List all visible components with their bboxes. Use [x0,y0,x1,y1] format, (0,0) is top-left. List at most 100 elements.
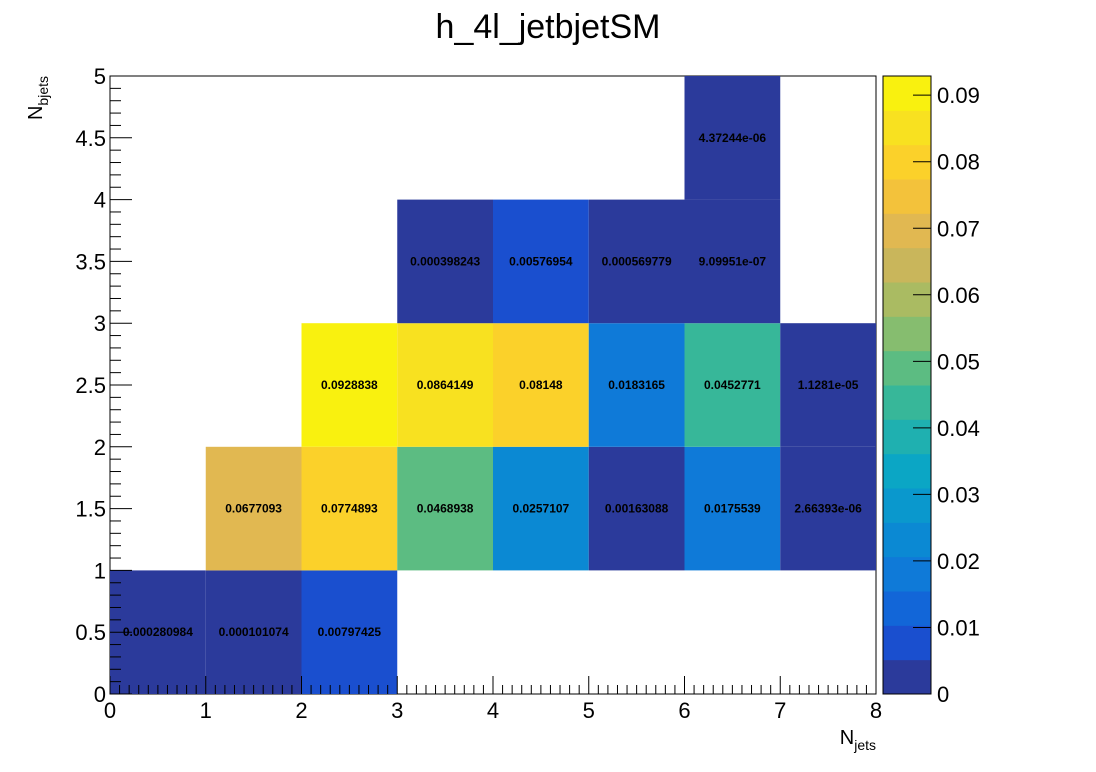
colorbar-tick-label: 0 [937,682,949,707]
colorbar: 0 0.01 0.02 0.03 0.04 0.05 0.06 0.07 0.08 0.09 [882,75,980,707]
colorbar-tick-label: 0.03 [937,482,980,507]
x-axis-label: Njets [840,727,876,753]
x-tick-label: 3 [391,698,403,723]
y-axis-label-sub: bjets [35,76,51,106]
cell-value-label: 9.09951e-07 [699,254,767,268]
cell-value-label: 0.00163088 [605,502,669,516]
colorbar-band [883,591,931,626]
y-tick-label: 4.5 [75,126,106,151]
y-axis-label-main: N [25,106,47,120]
heatmap-cell [493,199,589,324]
heatmap-cells [110,76,876,694]
y-tick-label: 5 [94,64,106,89]
colorbar-band [883,179,931,214]
colorbar-band [883,247,931,283]
heatmap-cell [301,570,398,694]
y-tick-label: 1.5 [75,497,106,522]
colorbar-band [883,522,931,558]
colorbar-tick-label: 0.09 [937,83,980,108]
colorbar-tick-label: 0.06 [937,283,980,308]
x-tick-label: 2 [295,698,307,723]
heatmap-cell [588,323,685,447]
cell-value-label: 0.000398243 [410,254,480,268]
heatmap-cell [684,76,781,200]
cell-value-label: 0.0175539 [704,502,761,516]
colorbar-tick-label: 0.07 [937,216,980,241]
heatmap-cell [684,323,781,447]
colorbar-tick-label: 0.04 [937,416,980,441]
cell-value-label: 0.0257107 [513,502,570,516]
colorbar-band [883,556,931,592]
cell-value-label: 0.0864149 [417,378,474,392]
heatmap-cell [301,323,398,447]
x-tick-label: 7 [774,698,786,723]
heatmap-cell [397,323,493,447]
cell-value-label: 0.08148 [519,378,563,392]
heatmap-cell [301,446,398,571]
cell-value-label: 0.0928838 [321,378,378,392]
y-tick-label: 4 [94,188,106,213]
chart-title: h_4l_jetbjetSM [436,8,661,46]
heatmap-cell [397,446,493,571]
cell-value-label: 0.000101074 [219,625,289,639]
x-tick-label: 8 [870,698,882,723]
colorbar-band [883,282,931,317]
cell-value-label: 0.0774893 [321,502,378,516]
heatmap-cell [684,446,781,571]
heatmap-cell-labels: 0.000280984 0.000101074 0.00797425 0.067709… [123,131,862,639]
y-tick-label: 1 [94,558,106,583]
cell-value-label: 4.37244e-06 [699,131,767,145]
y-tick-label: 2.5 [75,373,106,398]
cell-value-label: 0.0677093 [225,502,282,516]
heatmap-cell [588,199,685,324]
axes: 0 1 2 3 4 5 6 7 8 0 0.5 1 1.5 2 2.5 3 3.5 4 4.5 5 [75,64,882,723]
colorbar-tick-label: 0.08 [937,150,980,175]
cell-value-label: 0.0468938 [417,502,474,516]
cell-value-label: 0.0452771 [704,378,761,392]
y-tick-label: 3.5 [75,249,106,274]
colorbar-tick-label: 0.05 [937,349,980,374]
colorbar-tick-label: 0.02 [937,549,980,574]
x-axis-label-main: N [840,727,854,749]
colorbar-band [883,488,931,523]
x-tick-label: 1 [200,698,212,723]
colorbar-band [883,659,931,695]
colorbar-band [883,76,931,111]
x-tick-label: 5 [583,698,595,723]
x-tick-label: 4 [487,698,499,723]
cell-value-label: 2.66393e-06 [794,502,862,516]
colorbar-band [883,213,931,249]
cell-value-label: 0.00576954 [509,254,573,268]
heatmap-cell [588,446,685,571]
x-tick-label: 6 [678,698,690,723]
y-axis-label: Nbjets [25,76,51,120]
colorbar-band [883,316,931,352]
heatmap-cell [780,446,876,571]
colorbar-band [883,625,931,661]
colorbar-band [883,419,931,455]
cell-value-label: 0.000569779 [602,254,672,268]
x-tick-label: 0 [104,698,116,723]
colorbar-band [883,453,931,489]
heatmap-cell [493,446,589,571]
heatmap-cell [205,446,302,571]
x-axis-label-sub: jets [853,737,876,753]
y-tick-label: 2 [94,435,106,460]
colorbar-frame [882,75,932,695]
cell-value-label: 0.00797425 [318,625,382,639]
y-tick-label: 0.5 [75,620,106,645]
colorbar-tick-label: 0.01 [937,615,980,640]
colorbar-band [883,110,931,146]
heatmap-cell [205,570,302,694]
y-tick-label: 3 [94,311,106,336]
heatmap-cell [397,199,493,324]
cell-value-label: 0.0183165 [608,378,665,392]
heatmap-cell [493,323,589,447]
y-tick-label: 0 [94,682,106,707]
cell-value-label: 1.1281e-05 [798,378,859,392]
colorbar-band [883,350,931,386]
cell-value-label: 0.000280984 [123,625,193,639]
heatmap-cell [780,323,876,447]
colorbar-band [883,385,931,420]
